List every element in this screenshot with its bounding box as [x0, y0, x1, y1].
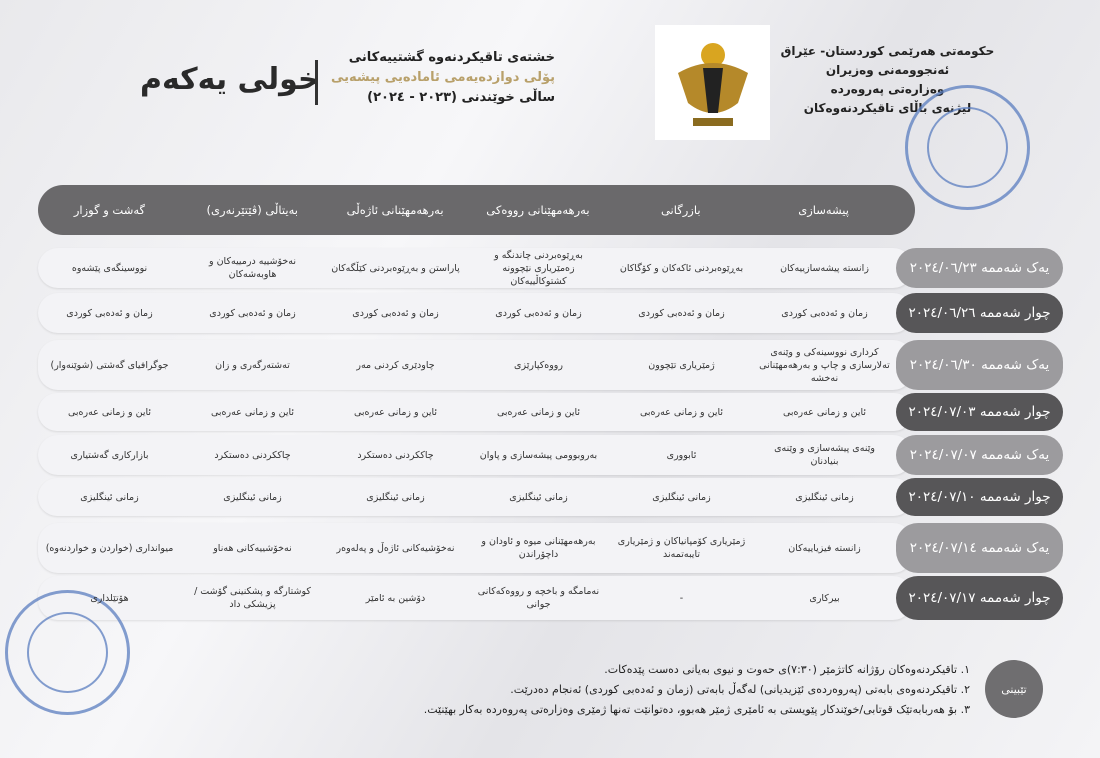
subject-cell: بازارکاری گەشتیاری: [70, 449, 149, 461]
subject-cell: ژمێریاری کۆمپانیاکان و ژمێریاری تایبەتمە…: [617, 536, 746, 560]
exam-date: یەک شەممە ٢٠٢٤/٠٦/٢٣: [896, 248, 1063, 288]
subject-cell: ئابووری: [666, 449, 697, 461]
table-row: چوار شەممە ٢٠٢٤/٠٦/٢٦ زمان و ئەدەبی کوردی…: [38, 293, 1063, 333]
subject-cell: زمانی ئینگلیزی: [652, 491, 711, 503]
exam-date: یەک شەممە ٢٠٢٤/٠٧/١٤: [896, 523, 1063, 573]
exam-round-title: خولی یەکەم: [140, 62, 320, 97]
gov-line: وەزارەتی پەروەردە: [830, 82, 945, 96]
subject-cell: میوانداری (خواردن و خواردنەوە): [45, 542, 174, 554]
notes-label: تێبینی: [985, 660, 1043, 718]
column-header: پیشەسازی: [798, 203, 849, 217]
subject-cell: نووسینگەی پێشەوە: [71, 262, 148, 274]
subject-cell: زمان و ئەدەبی کوردی: [66, 307, 153, 319]
table-row: چوار شەممە ٢٠٢٤/٠٧/٠٣ ئاین و زمانی عەرەبی…: [38, 393, 1063, 431]
exam-date: یەک شەممە ٢٠٢٤/٠٦/٣٠: [896, 340, 1063, 390]
subject-cell: بەروبوومی پیشەسازی و پاوان: [479, 449, 598, 461]
ministry-stamp: [905, 85, 1030, 210]
subject-cell: هۆتێلداری: [90, 592, 129, 604]
subject-cell: زمانی ئینگلیزی: [366, 491, 425, 503]
subject-cell: جوگرافیای گەشتی (شوێنەوار): [50, 359, 169, 371]
table-row: چوار شەممە ٢٠٢٤/٠٧/١٧ بیرکاری - نەمامگە و ب…: [38, 576, 1063, 620]
exam-date: چوار شەممە ٢٠٢٤/٠٧/١٧: [896, 576, 1063, 620]
exam-date: چوار شەممە ٢٠٢٤/٠٦/٢٦: [896, 293, 1063, 333]
table-row: یەک شەممە ٢٠٢٤/٠٦/٢٣ زانستە پیشەسازییەکان…: [38, 248, 1063, 288]
subject-cell: بەڕێوەبردنی ئاکەکان و کۆگاکان: [619, 262, 744, 274]
subject-cell: زمان و ئەدەبی کوردی: [638, 307, 725, 319]
subject-cell: زمانی ئینگلیزی: [223, 491, 282, 503]
subject-cell: زانستە فیزیاییەکان: [788, 542, 861, 554]
subject-cell: چاککردنی دەستکرد: [357, 449, 434, 461]
subject-cell: ئاین و زمانی عەرەبی: [353, 406, 438, 418]
subject-cell: ئاین و زمانی عەرەبی: [782, 406, 867, 418]
subject-cell: بیرکاری: [809, 592, 840, 604]
column-header: بازرگانی: [660, 203, 701, 217]
subject-cell: چاودێری کردنی مەر: [356, 359, 435, 371]
subject-cell: زمان و ئەدەبی کوردی: [352, 307, 439, 319]
subject-cell: ژمێریاری تێچوون: [648, 359, 715, 371]
table-row: یەک شەممە ٢٠٢٤/٠٦/٣٠ کرداری نووسینەکی و و…: [38, 340, 1063, 390]
subject-cell: بەرهەمهێنانی میوە و ئاودان و داچۆراندن: [481, 536, 596, 560]
subject-cell: چاککردنی دەستکرد: [214, 449, 291, 461]
note-item: ٢. تاقیکردنەوەی بابەتی (پەروەردەی ئێزیدی…: [510, 683, 970, 696]
subject-cell: ئاین و زمانی عەرەبی: [210, 406, 295, 418]
subject-cell: زمانی ئینگلیزی: [509, 491, 568, 503]
title-line: خشتەی تاقیکردنەوە گشتییەکانی: [348, 50, 555, 65]
ministry-stamp: [5, 590, 130, 715]
subject-cell: نەخۆشیەکانی ئاژەڵ و پەلەوەر: [336, 542, 455, 554]
subject-cell: -: [679, 592, 684, 604]
exam-date: یەک شەممە ٢٠٢٤/٠٧/٠٧: [896, 435, 1063, 475]
column-header: بەرهەمهێنانی رووەکی: [486, 203, 590, 217]
divider: [315, 60, 318, 105]
subject-cell: نەخۆشییە درمییەکان و هاوبەشەکان: [208, 256, 297, 280]
table-row: یەک شەممە ٢٠٢٤/٠٧/٠٧ وێنەی پیشەسازی و وێن…: [38, 435, 1063, 475]
table-row: چوار شەممە ٢٠٢٤/٠٧/١٠ زمانی ئینگلیزی زمانی…: [38, 478, 1063, 516]
kurdistan-emblem-logo: [655, 25, 770, 140]
note-item: ٣. بۆ هەربابەتێک قوتابی/خوێندکار پێویستی…: [423, 703, 970, 716]
gov-line: حکومەتی هەرێمی کوردستان- عێراق: [780, 44, 995, 58]
subject-cell: نەمامگە و باخچە و رووەکەکانی جوانی: [477, 586, 600, 610]
table-row: یەک شەممە ٢٠٢٤/٠٧/١٤ زانستە فیزیاییەکان ژم…: [38, 523, 1063, 573]
subject-cell: وێنەی پیشەسازی و وێنەی بنیادنان: [774, 443, 875, 467]
exam-date: چوار شەممە ٢٠٢٤/٠٧/٠٣: [896, 393, 1063, 431]
gov-line: ئەنجوومەنی وەزیران: [825, 63, 950, 77]
subject-cell: کرداری نووسینەکی و وێنەی تەلارسازی و چاپ…: [759, 346, 890, 384]
subject-cell: زمانی ئینگلیزی: [795, 491, 854, 503]
subject-cell: کوشتارگە و پشکنینی گۆشت / پزیشکی داد: [194, 586, 311, 610]
subject-cell: ئاین و زمانی عەرەبی: [67, 406, 152, 418]
note-item: ١. تاقیکردنەوەکان رۆژانە کاتژمێر (٧:٣٠)ی…: [604, 663, 970, 676]
column-header: بەیتاڵی (ڤێتێرنەری): [206, 203, 298, 217]
subject-cell: ئاین و زمانی عەرەبی: [639, 406, 724, 418]
subject-cell: زمان و ئەدەبی کوردی: [209, 307, 296, 319]
subject-cell: زانستە پیشەسازییەکان: [780, 262, 869, 274]
notes-list: ١. تاقیکردنەوەکان رۆژانە کاتژمێر (٧:٣٠)ی…: [290, 660, 970, 720]
subject-cell: رووەکپارێزی: [514, 359, 563, 371]
schedule-title: خشتەی تاقیکردنەوە گشتییەکانی پۆلی دوازدە…: [330, 48, 555, 108]
title-line: پۆلی دوازدەیەمی ئامادەیی پیشەیی: [330, 70, 555, 85]
subject-cell: پاراستن و بەڕێوەبردنی کێڵگەکان: [331, 262, 460, 274]
subject-cell: دۆشین بە ئامێر: [365, 592, 426, 604]
subject-cell: زمان و ئەدەبی کوردی: [495, 307, 582, 319]
subject-cell: تەشتەرگەری و زان: [215, 359, 290, 371]
government-header: حکومەتی هەرێمی کوردستان- عێراق ئەنجوومەن…: [770, 42, 1005, 118]
subject-cell: زمانی ئینگلیزی: [80, 491, 139, 503]
column-header: بەرهەمهێنانی ئاژەڵی: [346, 203, 444, 217]
subject-cell: ئاین و زمانی عەرەبی: [496, 406, 581, 418]
exam-date: چوار شەممە ٢٠٢٤/٠٧/١٠: [896, 478, 1063, 516]
subject-cell: زمان و ئەدەبی کوردی: [781, 307, 868, 319]
table-header: پیشەسازی بازرگانی بەرهەمهێنانی رووەکی بە…: [38, 185, 915, 235]
title-line: ساڵی خوێندنی (٢٠٢٣ - ٢٠٢٤): [367, 90, 555, 105]
subject-cell: نەخۆشییەکانی هەناو: [213, 542, 292, 554]
subject-cell: بەڕێوەبردنی چاندنگە و زەمێریاری نێچوونە …: [494, 249, 583, 287]
column-header: گەشت و گوزار: [73, 203, 145, 217]
